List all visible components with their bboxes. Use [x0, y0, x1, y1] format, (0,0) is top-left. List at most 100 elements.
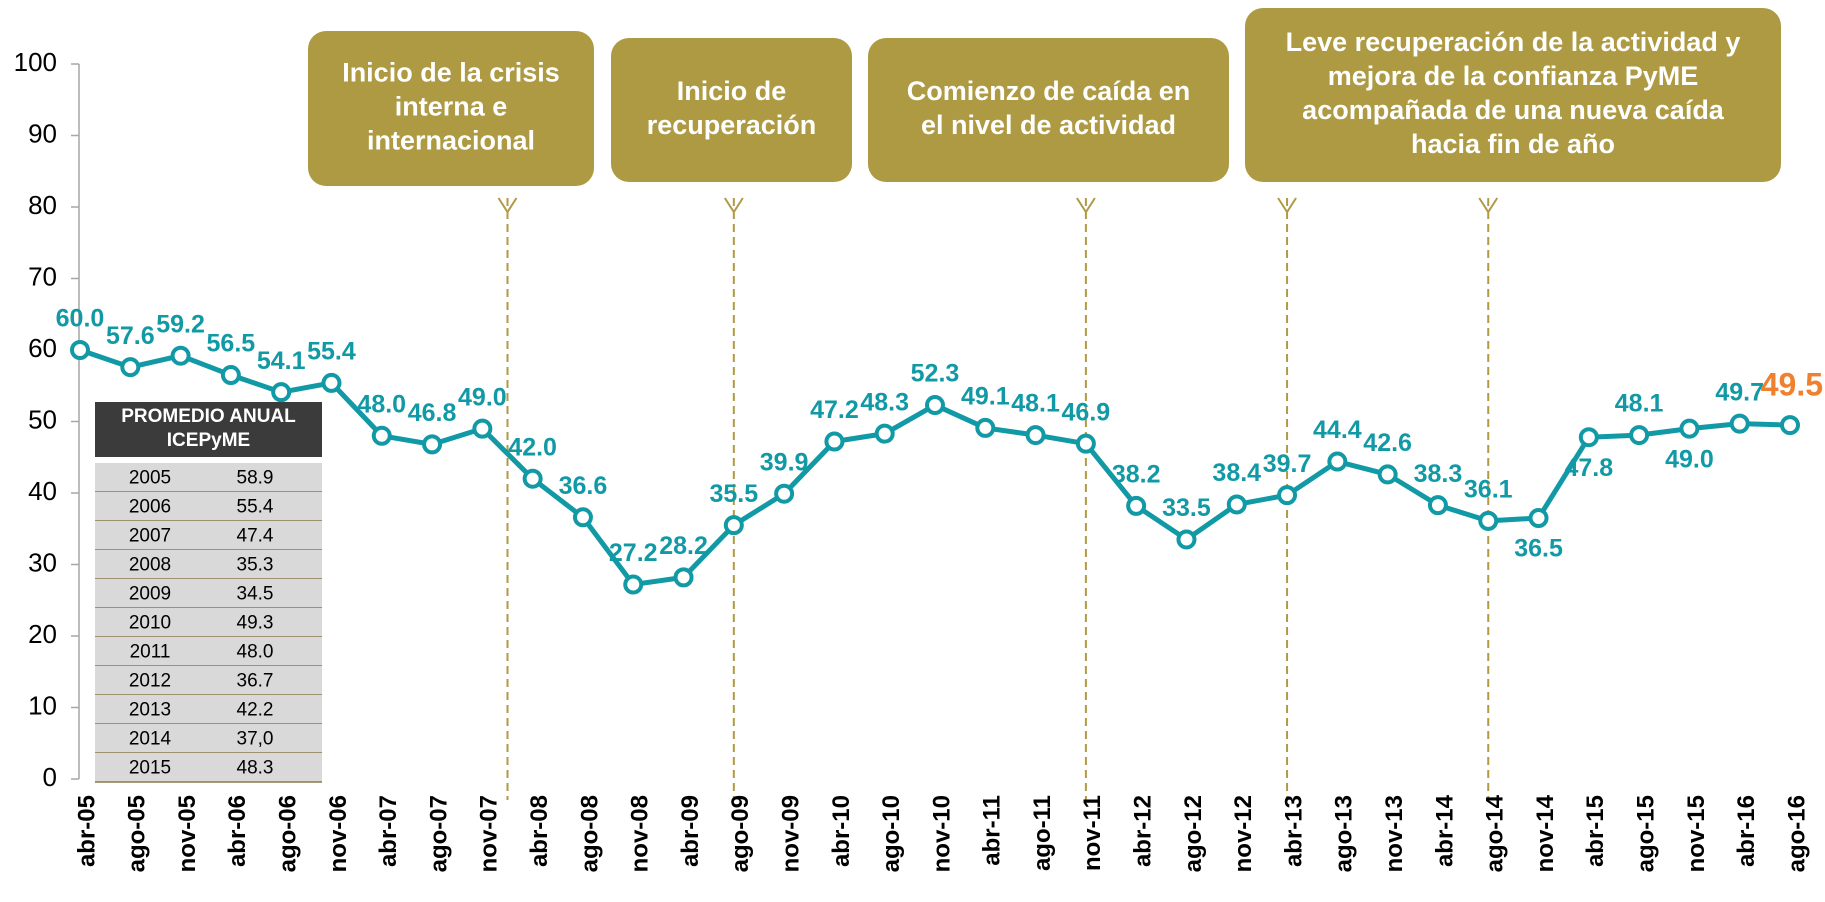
- x-tick-label: abr-07: [375, 795, 402, 867]
- x-tick-label: nov-12: [1230, 795, 1257, 872]
- value-label: 55.4: [307, 337, 356, 365]
- point: [572, 507, 593, 528]
- point: [1226, 494, 1247, 515]
- table-year: 2010: [129, 613, 171, 634]
- point: [723, 515, 744, 536]
- y-tick-label: 100: [14, 47, 57, 77]
- value-label: 48.0: [357, 390, 406, 418]
- x-tick-label: nov-11: [1079, 795, 1106, 871]
- x-tick-label: abr-09: [677, 795, 704, 867]
- x-tick-label: ago-05: [124, 795, 151, 872]
- point: [925, 395, 945, 416]
- point: [1629, 425, 1650, 446]
- y-tick-label: 80: [28, 190, 57, 220]
- guide-arrow: [1277, 197, 1297, 214]
- point: [1478, 510, 1499, 531]
- point: [472, 418, 493, 439]
- table-value: 58.9: [237, 468, 274, 489]
- x-tick-label: nov-06: [325, 795, 352, 872]
- table-year: 2007: [129, 526, 171, 547]
- value-label: 54.1: [257, 347, 306, 375]
- value-label: 49.0: [1665, 445, 1714, 473]
- guide-arrow: [723, 197, 744, 214]
- table-row: [95, 550, 322, 579]
- value-label: 39.7: [1263, 450, 1312, 478]
- value-label: 36.1: [1464, 475, 1513, 503]
- x-tick-label: abr-10: [828, 795, 855, 867]
- value-label: 57.6: [106, 322, 155, 350]
- x-tick-label: nov-15: [1683, 795, 1710, 872]
- x-tick-label: nov-13: [1381, 795, 1408, 872]
- value-label: 38.2: [1112, 460, 1161, 488]
- table-year: 2012: [129, 671, 171, 692]
- point: [1679, 418, 1700, 439]
- x-tick-label: abr-08: [526, 795, 553, 867]
- value-label: 36.5: [1514, 535, 1563, 563]
- table-value: 48.3: [237, 758, 274, 779]
- annotation-text: interna e: [395, 92, 508, 122]
- point: [271, 382, 292, 403]
- point: [1327, 451, 1348, 472]
- point: [874, 423, 895, 444]
- table-value: 42.2: [237, 700, 274, 721]
- value-label: 35.5: [709, 480, 758, 508]
- value-label: 48.3: [860, 388, 909, 416]
- table-value: 36.7: [237, 671, 274, 692]
- point: [522, 468, 543, 489]
- table-row: [95, 695, 322, 724]
- guide-arrow: [1076, 197, 1096, 214]
- table-title: ICEPyME: [167, 430, 250, 451]
- value-label: 46.8: [408, 399, 457, 427]
- point: [220, 365, 241, 386]
- point: [1377, 464, 1398, 485]
- x-tick-label: ago-13: [1331, 795, 1358, 872]
- x-tick-label: abr-14: [1431, 794, 1458, 867]
- table-row: [95, 666, 322, 695]
- guide-arrow: [1478, 197, 1499, 214]
- value-label: 48.1: [1615, 390, 1664, 418]
- value-label: 38.3: [1414, 460, 1463, 488]
- point: [1578, 427, 1599, 448]
- y-tick-label: 0: [43, 762, 57, 792]
- value-label: 48.1: [1011, 390, 1060, 418]
- value-label: 36.6: [559, 472, 608, 500]
- annotation-text: mejora de la confianza PyME: [1328, 61, 1699, 91]
- value-label: 42.0: [508, 433, 557, 461]
- annotation-box: [308, 31, 594, 186]
- y-tick-label: 30: [28, 547, 57, 577]
- x-tick-label: ago-06: [275, 795, 302, 872]
- point: [1277, 485, 1298, 506]
- x-tick-label: ago-07: [425, 795, 452, 872]
- point: [422, 434, 443, 455]
- table-value: 55.4: [237, 497, 274, 518]
- x-tick-label: ago-12: [1180, 795, 1207, 872]
- table-row: [95, 463, 322, 492]
- x-tick-label: abr-16: [1733, 795, 1760, 867]
- y-tick-label: 20: [28, 619, 57, 649]
- table-year: 2005: [129, 468, 171, 489]
- annotation-text: Leve recuperación de la actividad y: [1286, 27, 1741, 57]
- table-value: 35.3: [237, 555, 274, 576]
- point: [1176, 529, 1197, 550]
- annotation-text: Comienzo de caída en: [907, 76, 1191, 106]
- point: [1126, 495, 1147, 516]
- point: [1427, 495, 1448, 516]
- value-label: 27.2: [609, 539, 658, 567]
- y-tick-label: 90: [28, 118, 57, 148]
- annotation-box: [1245, 8, 1781, 182]
- table-value: 37,0: [237, 729, 274, 750]
- point: [170, 345, 191, 366]
- annotation-text: hacia fin de año: [1411, 129, 1615, 159]
- value-label: 47.8: [1564, 454, 1613, 482]
- x-tick-label: ago-11: [1029, 795, 1056, 871]
- value-label: 47.2: [810, 396, 859, 424]
- table-year: 2011: [130, 642, 171, 663]
- x-tick-label: abr-05: [73, 795, 100, 867]
- x-tick-label: nov-05: [174, 795, 201, 872]
- x-tick-label: ago-15: [1632, 795, 1659, 872]
- point: [623, 574, 644, 595]
- point: [1025, 425, 1046, 446]
- table-row: [95, 579, 322, 608]
- point: [1528, 508, 1549, 529]
- value-label: 52.3: [911, 360, 960, 388]
